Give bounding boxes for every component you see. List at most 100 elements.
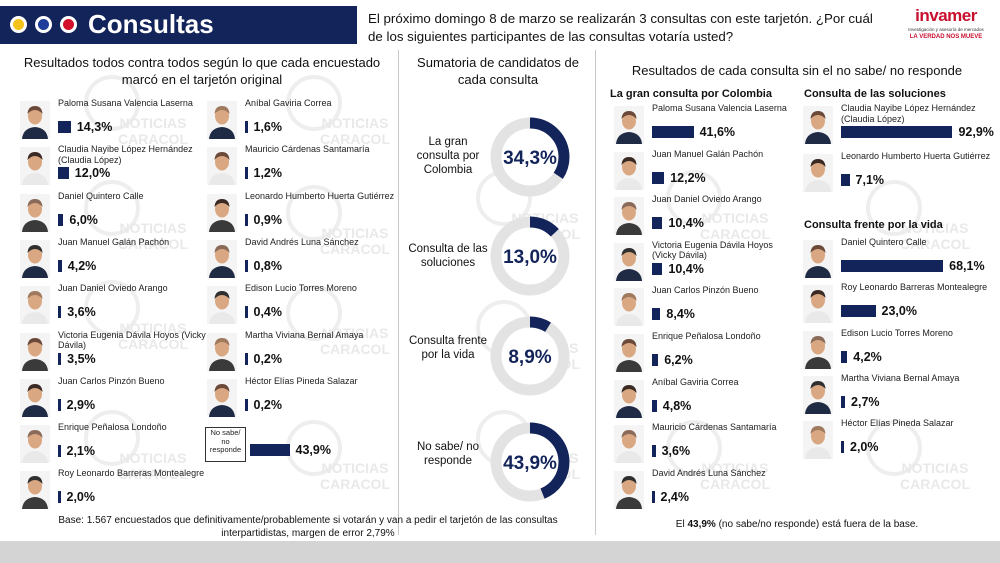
value-label: 92,9% xyxy=(958,125,994,139)
watermark-circle xyxy=(286,185,342,241)
watermark-line2: CARACOL xyxy=(700,476,770,492)
value-bar xyxy=(58,306,62,319)
value-label: 8,4% xyxy=(666,307,695,322)
avatar-icon xyxy=(20,471,50,510)
watermark-line1: NOTICIAS xyxy=(119,320,187,336)
candidate-name: Roy Leonardo Barreras Montealegre xyxy=(841,282,988,293)
candidate-name: Aníbal Gaviria Correa xyxy=(652,376,739,387)
value-bar xyxy=(841,441,844,454)
candidate-row: Juan Carlos Pinzón Bueno 2,9% xyxy=(20,376,205,420)
candidate-row: Enrique Peñalosa Londoño 2,1% xyxy=(20,422,205,466)
candidate-row: David Andrés Luna Sánchez 2,4% xyxy=(614,468,794,512)
blue-dot-icon xyxy=(35,16,52,33)
candidate-row: Daniel Quintero Calle 68,1% xyxy=(803,237,993,281)
value-bar xyxy=(245,167,248,180)
candidate-name: Claudia Nayibe López Hernández (Claudia … xyxy=(58,144,193,165)
watermark-circle xyxy=(866,420,922,476)
value-bar xyxy=(652,262,663,275)
candidate-name: David Andrés Luna Sánchez xyxy=(245,236,359,247)
watermark-line2: CARACOL xyxy=(118,336,188,352)
watermark-line1: NOTICIAS xyxy=(901,460,969,476)
avatar-icon xyxy=(207,101,237,139)
watermark-circle xyxy=(866,180,922,236)
watermark-line2: CARACOL xyxy=(118,466,188,482)
value-bar xyxy=(245,259,248,272)
logo-subtitle: Investigación y asesoría de mercados xyxy=(908,27,984,32)
value-label: 2,0% xyxy=(66,490,96,505)
watermark-line2: CARACOL xyxy=(900,236,970,252)
avatar-icon xyxy=(803,421,833,460)
candidate-row: Juan Manuel Galán Pachón 4,2% xyxy=(20,237,205,281)
value-bar xyxy=(841,126,953,138)
avatar-icon xyxy=(803,285,833,324)
watermark-line2: CARACOL xyxy=(320,241,390,257)
candidate-name: Mauricio Cárdenas Santamaría xyxy=(652,422,777,433)
donut-arc xyxy=(490,316,570,396)
avatar-icon xyxy=(207,147,237,186)
candidate-row: Paloma Susana Valencia Laserna 14,3% xyxy=(20,98,205,142)
watermark-line2: CARACOL xyxy=(118,236,188,252)
value-bar xyxy=(245,213,248,226)
candidate-row: Daniel Quintero Calle 6,0% xyxy=(20,191,205,235)
candidate-name: Paloma Susana Valencia Laserna xyxy=(652,103,787,113)
watermark-line1: NOTICIAS xyxy=(701,460,769,476)
candidate-row: Martha Viviana Bernal Amaya 0,2% xyxy=(207,330,392,374)
section-left-title: Resultados todos contra todos según lo q… xyxy=(23,55,381,87)
candidate-row: Mauricio Cárdenas Santamaría 1,2% xyxy=(207,144,392,188)
divider-left xyxy=(398,50,399,535)
candidate-name: Roy Leonardo Barreras Montealegre xyxy=(58,468,205,479)
donut-label: No sabe/ no responde xyxy=(416,441,479,467)
avatar-icon xyxy=(20,193,50,232)
avatar-icon xyxy=(20,425,50,464)
value-label: 4,2% xyxy=(67,258,97,273)
value-label: 3,6% xyxy=(67,305,96,320)
candidate-row: Juan Daniel Oviedo Arango 3,6% xyxy=(20,283,205,327)
value-label: 3,5% xyxy=(67,351,96,366)
donut-label: Consulta frente por la vida xyxy=(409,335,487,361)
watermark-circle xyxy=(84,280,140,336)
watermark-line1: NOTICIAS xyxy=(701,210,769,226)
candidate-name: Leonardo Humberto Huerta Gutiérrez xyxy=(245,190,395,201)
avatar-icon xyxy=(207,286,237,325)
value-label: 0,4% xyxy=(253,305,283,320)
candidate-row: Edison Lucio Torres Moreno 4,2% xyxy=(803,328,993,372)
candidate-row: Roy Leonardo Barreras Montealegre 23,0% xyxy=(803,282,993,326)
candidate-row: Aníbal Gaviria Correa 4,8% xyxy=(614,377,794,421)
candidate-row: Juan Daniel Oviedo Arango 10,4% xyxy=(614,194,794,238)
value-bar xyxy=(841,305,876,318)
candidate-name: Aníbal Gaviria Correa xyxy=(245,98,332,108)
section-middle-title: Sumatoria de candidatos de cada consulta xyxy=(417,55,579,87)
watermark-circle xyxy=(84,180,140,236)
value-label: 12,2% xyxy=(670,170,706,185)
watermark-line1: NOTICIAS xyxy=(901,220,969,236)
candidate-row: Mauricio Cárdenas Santamaría 3,6% xyxy=(614,422,794,466)
nosabe-label-box: No sabe/ no responde xyxy=(205,427,246,462)
candidate-row: Leonardo Humberto Huerta Gutiérrez 7,1% xyxy=(803,151,993,195)
nosabe-bar xyxy=(250,444,290,456)
avatar-icon xyxy=(614,242,644,281)
avatar-icon xyxy=(20,147,50,186)
watermark-line2: CARACOL xyxy=(118,131,188,147)
candidate-row: Aníbal Gaviria Correa 1,6% xyxy=(207,98,392,142)
avatar-icon xyxy=(207,193,237,232)
avatar-icon xyxy=(614,106,644,144)
value-label: 1,6% xyxy=(253,120,283,134)
value-label: 14,3% xyxy=(76,120,113,134)
outside-base-footnote: El 43,9% (no sabe/no responde) está fuer… xyxy=(600,518,994,531)
value-label: 4,2% xyxy=(853,349,882,364)
value-bar xyxy=(652,171,665,184)
watermark-line1: NOTICIAS xyxy=(321,460,389,476)
watermark-circle xyxy=(666,420,722,476)
candidate-row: Roy Leonardo Barreras Montealegre 2,0% xyxy=(20,468,205,512)
survey-question: El próximo domingo 8 de marzo se realiza… xyxy=(368,11,873,44)
nosabe-value: 43,9% xyxy=(295,443,331,457)
value-bar xyxy=(245,398,248,411)
donut: 13,0% xyxy=(484,210,576,302)
value-bar xyxy=(58,445,61,458)
